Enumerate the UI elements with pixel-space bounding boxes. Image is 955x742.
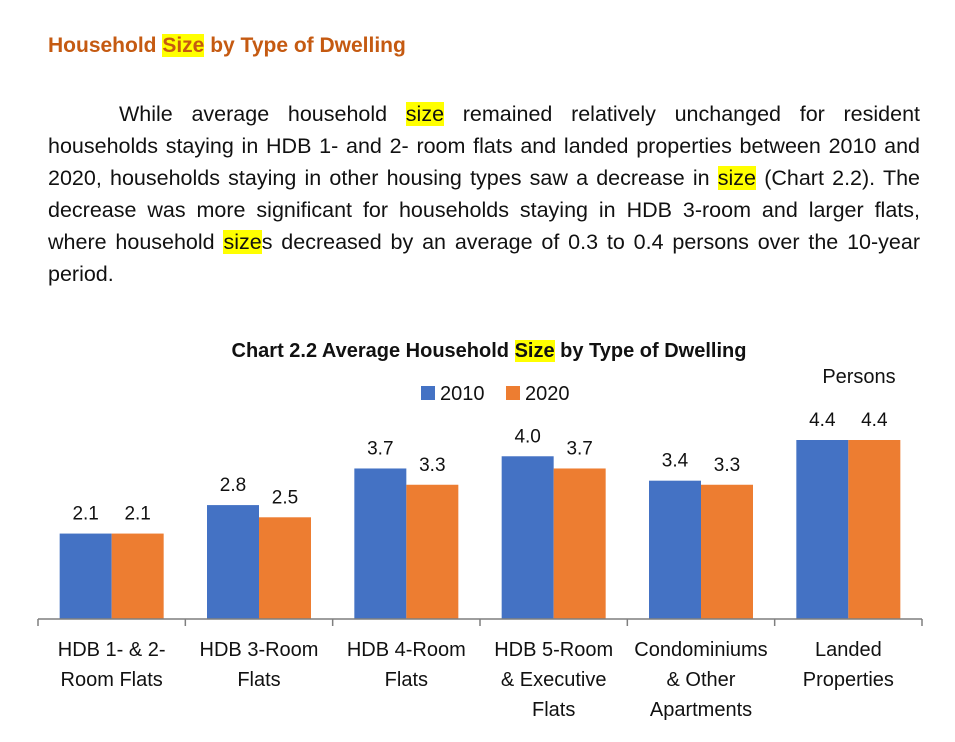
data-label-2010-4: 3.4 bbox=[662, 451, 689, 472]
legend-swatch-2020 bbox=[506, 386, 520, 400]
category-label-0-0: HDB 1- & 2- bbox=[58, 639, 166, 661]
paragraph-text-2: remained relatively unchanged for reside… bbox=[48, 102, 920, 190]
data-label-2020-5: 4.4 bbox=[861, 410, 888, 431]
paragraph-text-1: While average household bbox=[119, 102, 406, 126]
bar-2010-0 bbox=[59, 533, 112, 619]
category-label-4-1: & Other bbox=[667, 669, 736, 691]
data-label-2020-1: 2.5 bbox=[272, 487, 298, 508]
bar-2020-3 bbox=[553, 468, 606, 619]
category-label-1-0: HDB 3-Room bbox=[200, 639, 319, 661]
category-label-3-0: HDB 5-Room bbox=[494, 639, 613, 661]
category-label-2-1: Flats bbox=[385, 669, 428, 691]
data-label-2010-0: 2.1 bbox=[72, 504, 98, 525]
legend-swatch-2010 bbox=[421, 386, 435, 400]
section-heading: Household Size by Type of Dwelling bbox=[48, 34, 406, 58]
category-label-4-0: Condominiums bbox=[634, 639, 767, 661]
category-label-5-0: Landed bbox=[815, 639, 882, 661]
data-label-2010-2: 3.7 bbox=[367, 438, 393, 459]
heading-text-post: by Type of Dwelling bbox=[204, 34, 406, 57]
chart-title: Chart 2.2 Average Household Size by Type… bbox=[0, 340, 955, 363]
category-label-5-1: Properties bbox=[803, 669, 894, 691]
data-label-2020-3: 3.7 bbox=[566, 438, 592, 459]
chart-title-highlight: Size bbox=[514, 340, 555, 362]
paragraph-text-3: (Chart 2.2). The decrease was more signi… bbox=[48, 166, 920, 254]
data-label-2010-5: 4.4 bbox=[809, 410, 836, 431]
bar-2020-5 bbox=[848, 440, 901, 619]
legend-label-2020: 2020 bbox=[525, 383, 570, 405]
bar-2010-5 bbox=[796, 440, 849, 619]
data-label-2020-4: 3.3 bbox=[714, 455, 740, 476]
bar-2020-0 bbox=[111, 533, 164, 619]
bar-2010-1 bbox=[207, 505, 259, 619]
category-label-4-2: Apartments bbox=[650, 699, 752, 721]
bar-2020-4 bbox=[701, 484, 753, 619]
paragraph-highlight-3: size bbox=[223, 230, 262, 254]
unit-label: Persons bbox=[822, 366, 895, 388]
paragraph-highlight-1: size bbox=[405, 102, 445, 126]
body-paragraph: While average household size remained re… bbox=[48, 98, 920, 290]
bar-2010-2 bbox=[354, 468, 407, 619]
chart-title-post: by Type of Dwelling bbox=[554, 340, 747, 362]
data-label-2010-3: 4.0 bbox=[514, 426, 540, 447]
bar-2020-2 bbox=[406, 484, 459, 619]
heading-highlight: Size bbox=[162, 34, 205, 57]
paragraph-text-4: s decreased by an average of 0.3 to 0.4 … bbox=[48, 230, 920, 286]
bar-2020-1 bbox=[259, 517, 311, 619]
chart-title-pre: Chart 2.2 Average Household bbox=[231, 340, 515, 362]
data-label-2010-1: 2.8 bbox=[220, 475, 246, 496]
heading-text-pre: Household bbox=[48, 34, 163, 57]
legend-label-2010: 2010 bbox=[440, 383, 485, 405]
category-label-3-2: Flats bbox=[532, 699, 575, 721]
category-label-0-1: Room Flats bbox=[61, 669, 163, 691]
paragraph-highlight-2: size bbox=[717, 166, 757, 190]
bar-2010-4 bbox=[649, 480, 701, 619]
bar-2010-3 bbox=[501, 456, 554, 619]
category-label-1-1: Flats bbox=[237, 669, 280, 691]
data-label-2020-2: 3.3 bbox=[419, 455, 445, 476]
category-label-2-0: HDB 4-Room bbox=[347, 639, 466, 661]
category-label-3-1: & Executive bbox=[501, 669, 607, 691]
data-label-2020-0: 2.1 bbox=[124, 504, 150, 525]
